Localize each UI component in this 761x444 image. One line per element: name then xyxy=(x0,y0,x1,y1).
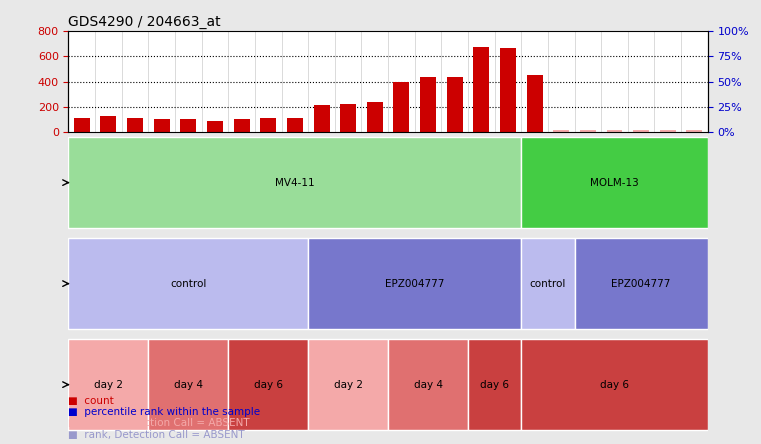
Bar xyxy=(660,130,676,132)
Text: control: control xyxy=(170,278,206,289)
Bar xyxy=(580,130,596,132)
FancyBboxPatch shape xyxy=(521,339,708,430)
Bar xyxy=(447,76,463,132)
Bar xyxy=(393,82,409,132)
Text: MOLM-13: MOLM-13 xyxy=(590,178,639,188)
Text: EPZ004777: EPZ004777 xyxy=(611,278,671,289)
Text: MV4-11: MV4-11 xyxy=(275,178,315,188)
Bar xyxy=(473,48,489,132)
FancyBboxPatch shape xyxy=(68,339,148,430)
Bar xyxy=(154,119,170,132)
Bar xyxy=(127,118,143,132)
FancyBboxPatch shape xyxy=(521,137,708,228)
Bar xyxy=(287,118,303,132)
Bar xyxy=(180,119,196,132)
Bar xyxy=(340,104,356,132)
Bar xyxy=(314,105,330,132)
Bar xyxy=(500,48,516,132)
Text: day 6: day 6 xyxy=(253,380,283,390)
Text: ■  rank, Detection Call = ABSENT: ■ rank, Detection Call = ABSENT xyxy=(68,429,245,440)
Bar xyxy=(260,118,276,132)
Text: ■  percentile rank within the sample: ■ percentile rank within the sample xyxy=(68,407,260,417)
FancyBboxPatch shape xyxy=(228,339,308,430)
FancyBboxPatch shape xyxy=(308,339,388,430)
Bar xyxy=(607,130,622,132)
Text: ■  value, Detection Call = ABSENT: ■ value, Detection Call = ABSENT xyxy=(68,418,250,428)
FancyBboxPatch shape xyxy=(68,137,521,228)
Text: day 2: day 2 xyxy=(333,380,363,390)
Bar xyxy=(234,119,250,132)
Bar xyxy=(553,130,569,132)
Text: control: control xyxy=(530,278,566,289)
Text: day 4: day 4 xyxy=(413,380,443,390)
Text: GDS4290 / 204663_at: GDS4290 / 204663_at xyxy=(68,15,221,29)
FancyBboxPatch shape xyxy=(68,238,308,329)
FancyBboxPatch shape xyxy=(521,238,575,329)
FancyBboxPatch shape xyxy=(388,339,468,430)
Bar xyxy=(74,118,90,132)
Bar xyxy=(527,75,543,132)
FancyBboxPatch shape xyxy=(468,339,521,430)
FancyBboxPatch shape xyxy=(148,339,228,430)
FancyBboxPatch shape xyxy=(575,238,708,329)
Text: ■  count: ■ count xyxy=(68,396,114,406)
Bar xyxy=(100,116,116,132)
Bar xyxy=(686,130,702,132)
Bar xyxy=(207,121,223,132)
Text: day 6: day 6 xyxy=(480,380,509,390)
Bar xyxy=(367,103,383,132)
Text: day 6: day 6 xyxy=(600,380,629,390)
Text: day 4: day 4 xyxy=(174,380,203,390)
Text: EPZ004777: EPZ004777 xyxy=(385,278,444,289)
Text: day 2: day 2 xyxy=(94,380,123,390)
FancyBboxPatch shape xyxy=(308,238,521,329)
Bar xyxy=(633,130,649,132)
Bar xyxy=(420,77,436,132)
